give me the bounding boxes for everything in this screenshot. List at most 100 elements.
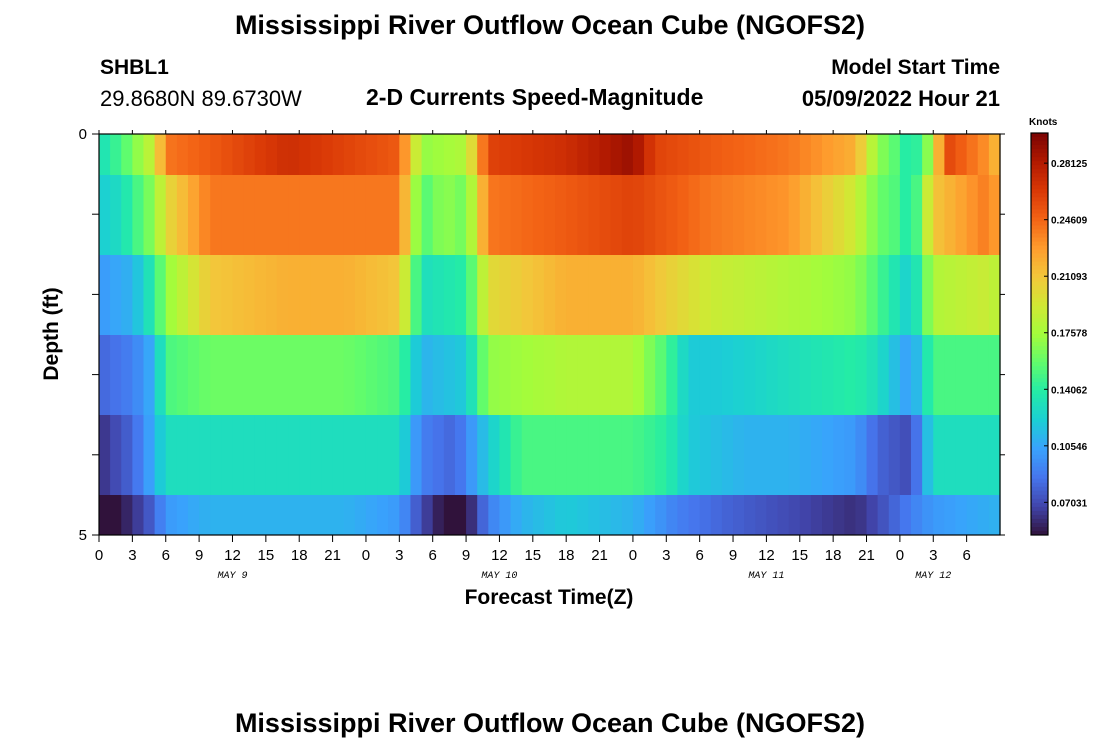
heatmap-cell [99, 335, 111, 415]
heatmap-cell [899, 415, 912, 495]
colorbar-segment [1031, 217, 1048, 222]
heatmap-cell [232, 175, 245, 255]
heatmap-cell [699, 415, 712, 495]
heatmap-cell [799, 134, 812, 175]
heatmap-cell [744, 175, 756, 255]
colorbar-segment [1031, 141, 1048, 146]
heatmap-cell [677, 415, 690, 495]
heatmap-cell [710, 415, 723, 495]
heatmap-cell [399, 495, 412, 535]
heatmap-cell [410, 134, 423, 175]
heatmap-cell [810, 415, 823, 495]
heatmap-cell [955, 175, 968, 255]
heatmap-cell [577, 495, 590, 535]
heatmap-cell [154, 415, 167, 495]
heatmap-cell [310, 495, 323, 535]
heatmap-cell [710, 495, 723, 535]
heatmap-cell [899, 335, 912, 415]
heatmap-cell [655, 175, 667, 255]
heatmap-cell [265, 255, 278, 335]
x-tick-label: 15 [524, 547, 541, 564]
heatmap-cell [343, 175, 356, 255]
heatmap-cell [588, 175, 601, 255]
heatmap-cell [221, 335, 234, 415]
heatmap-cell [721, 255, 734, 335]
heatmap-cell [254, 175, 267, 255]
heatmap-cell [221, 495, 234, 535]
heatmap-cell [855, 415, 868, 495]
heatmap-cell [566, 255, 578, 335]
heatmap-cell [477, 415, 489, 495]
heatmap-cell [733, 134, 745, 175]
heatmap-cell [165, 175, 178, 255]
x-tick-label: 21 [858, 547, 875, 564]
colorbar-segment [1031, 346, 1048, 351]
heatmap-cells [99, 134, 1001, 535]
heatmap-cell [388, 415, 400, 495]
heatmap-cell [466, 134, 478, 175]
heatmap-cell [944, 415, 957, 495]
heatmap-cell [354, 495, 367, 535]
colorbar-segment [1031, 177, 1048, 182]
heatmap-cell [966, 255, 979, 335]
heatmap-cell [621, 134, 634, 175]
y-tick-label: 5 [79, 527, 87, 544]
heatmap-cell [121, 495, 133, 535]
heatmap-cell [254, 495, 267, 535]
heatmap-cell [265, 175, 278, 255]
heatmap-cell [655, 415, 667, 495]
heatmap-cell [510, 255, 523, 335]
heatmap-cell [488, 175, 501, 255]
heatmap-cell [332, 335, 345, 415]
heatmap-cell [755, 255, 767, 335]
heatmap-cell [588, 255, 601, 335]
x-tick-label: 12 [758, 547, 775, 564]
colorbar-segment [1031, 325, 1048, 331]
heatmap-cell [822, 335, 834, 415]
heatmap-cell [521, 335, 534, 415]
heatmap-cell [521, 134, 534, 175]
heatmap-cell [911, 175, 923, 255]
heatmap-cell [532, 255, 545, 335]
heatmap-cell [243, 175, 256, 255]
heatmap-cell [532, 415, 545, 495]
heatmap-cell [777, 415, 790, 495]
heatmap-cell [766, 255, 779, 335]
heatmap-cell [555, 335, 567, 415]
colorbar-tick-label: 0.28125 [1051, 159, 1088, 170]
heatmap-cell [599, 175, 612, 255]
heatmap-cell [688, 335, 701, 415]
colorbar-segment [1031, 502, 1048, 508]
colorbar-segment [1031, 169, 1048, 174]
x-tick-label: 6 [429, 547, 437, 564]
heatmap-cell [988, 415, 1001, 495]
colorbar-segment [1031, 165, 1048, 170]
x-tick-label: 3 [128, 547, 136, 564]
heatmap-cell [399, 175, 412, 255]
heatmap-cell [176, 255, 189, 335]
x-axis: 0 3 6 9 12 15 18 21 0 3 6 9 12 15 18 21 0 3 6 9 12 15 18 21 0 3 6M… [95, 130, 971, 582]
heatmap-cell [288, 134, 300, 175]
heatmap-cell [644, 175, 656, 255]
model-start-label: Model Start Time [831, 56, 1000, 79]
heatmap-cell [755, 134, 767, 175]
heatmap-cell [644, 415, 656, 495]
heatmap-cell [888, 415, 901, 495]
heatmap-cell [799, 175, 812, 255]
heatmap-cell [532, 495, 545, 535]
heatmap-cell [822, 175, 834, 255]
x-axis-title: Forecast Time(Z) [465, 586, 634, 609]
heatmap-cell [744, 495, 756, 535]
heatmap-cell [154, 134, 167, 175]
heatmap-cell [110, 175, 122, 255]
x-tick-label: 6 [162, 547, 170, 564]
heatmap-cell [454, 255, 467, 335]
colorbar-segment [1031, 173, 1048, 178]
heatmap-cell [688, 255, 701, 335]
heatmap-cell [632, 415, 645, 495]
heatmap-cell [810, 495, 823, 535]
heatmap-cell [966, 134, 979, 175]
heatmap-cell [911, 134, 923, 175]
heatmap-cell [210, 134, 222, 175]
heatmap-cell [566, 175, 578, 255]
